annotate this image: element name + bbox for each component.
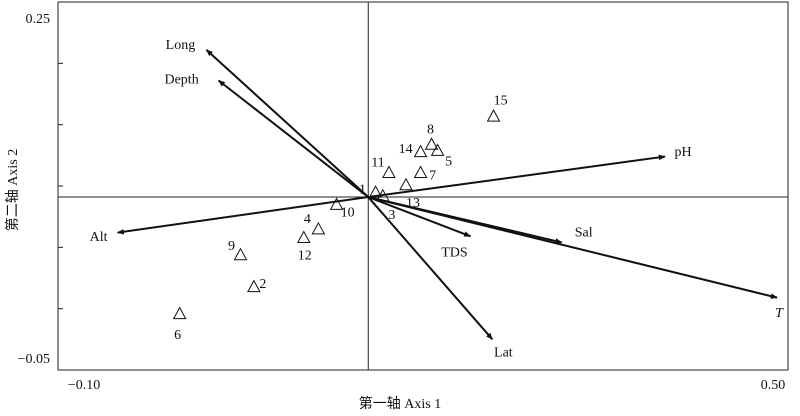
arrow-label: TDS <box>441 246 467 261</box>
site-label: 2 <box>259 277 266 292</box>
site-label: 6 <box>174 328 181 343</box>
arrow-label: Alt <box>90 230 108 245</box>
site-point <box>413 165 428 179</box>
arrow-label: Sal <box>575 226 593 241</box>
site-point <box>172 306 187 320</box>
arrow-label: Long <box>166 38 196 53</box>
site-label: 1 <box>359 182 366 197</box>
arrow <box>368 196 778 299</box>
site-label: 9 <box>228 239 235 254</box>
arrow-label: pH <box>675 145 692 160</box>
arrow-label: T <box>775 306 784 321</box>
site-point <box>486 109 501 122</box>
site-label: 13 <box>406 196 420 211</box>
site-point <box>368 185 383 198</box>
site-label: 11 <box>371 156 384 171</box>
site-point <box>247 279 261 293</box>
arrow <box>205 49 369 198</box>
arrow <box>368 154 666 199</box>
x-tick-label: 0.50 <box>761 378 786 393</box>
site-point <box>399 177 413 191</box>
site-point <box>311 221 326 235</box>
plot-frame <box>57 1 789 371</box>
site-label: 8 <box>427 123 434 138</box>
y-axis-title: 第二轴 Axis 2 <box>4 149 21 231</box>
y-tick-label: 0.25 <box>26 12 51 27</box>
site-point <box>329 197 344 210</box>
site-point <box>376 188 390 202</box>
site-label: 12 <box>298 249 312 264</box>
site-label: 14 <box>399 142 413 157</box>
arrow <box>367 196 494 340</box>
site-label: 10 <box>341 206 355 221</box>
arrow <box>116 196 369 235</box>
site-point <box>413 144 428 158</box>
site-point <box>296 230 311 244</box>
site-point <box>430 143 445 156</box>
x-tick-label: −0.10 <box>68 378 100 393</box>
arrow <box>217 79 369 198</box>
x-axis-title: 第一轴 Axis 1 <box>359 395 441 412</box>
site-label: 15 <box>494 93 508 108</box>
arrow <box>367 196 472 238</box>
site-label: 3 <box>388 208 395 223</box>
site-label: 7 <box>429 169 436 184</box>
site-label: 4 <box>304 212 311 227</box>
y-tick-label: −0.05 <box>18 352 50 367</box>
arrow-label: Lat <box>494 346 513 361</box>
site-label: 5 <box>445 155 452 170</box>
site-point <box>382 165 396 179</box>
site-point <box>424 137 439 150</box>
site-point <box>233 247 248 261</box>
arrow-label: Depth <box>164 73 198 88</box>
